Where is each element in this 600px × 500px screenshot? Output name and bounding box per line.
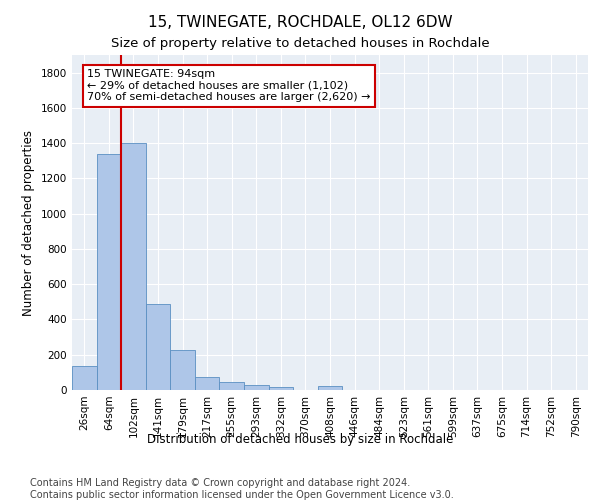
Bar (318, 386, 342, 390)
Text: Size of property relative to detached houses in Rochdale: Size of property relative to detached ho… (110, 38, 490, 51)
Bar (72, 366, 97, 390)
Bar (121, 143, 146, 390)
Bar (269, 388, 293, 390)
Text: Distribution of detached houses by size in Rochdale: Distribution of detached houses by size … (147, 432, 453, 446)
Text: 15 TWINEGATE: 94sqm
← 29% of detached houses are smaller (1,102)
70% of semi-det: 15 TWINEGATE: 94sqm ← 29% of detached ho… (88, 69, 371, 102)
Text: Contains HM Land Registry data © Crown copyright and database right 2024.
Contai: Contains HM Land Registry data © Crown c… (30, 478, 454, 500)
Bar (244, 385, 269, 390)
Bar (220, 382, 244, 390)
Bar (170, 350, 195, 390)
Bar (146, 304, 170, 390)
Bar (97, 154, 121, 390)
Text: 15, TWINEGATE, ROCHDALE, OL12 6DW: 15, TWINEGATE, ROCHDALE, OL12 6DW (148, 15, 452, 30)
Bar (195, 377, 220, 390)
Y-axis label: Number of detached properties: Number of detached properties (22, 130, 35, 316)
